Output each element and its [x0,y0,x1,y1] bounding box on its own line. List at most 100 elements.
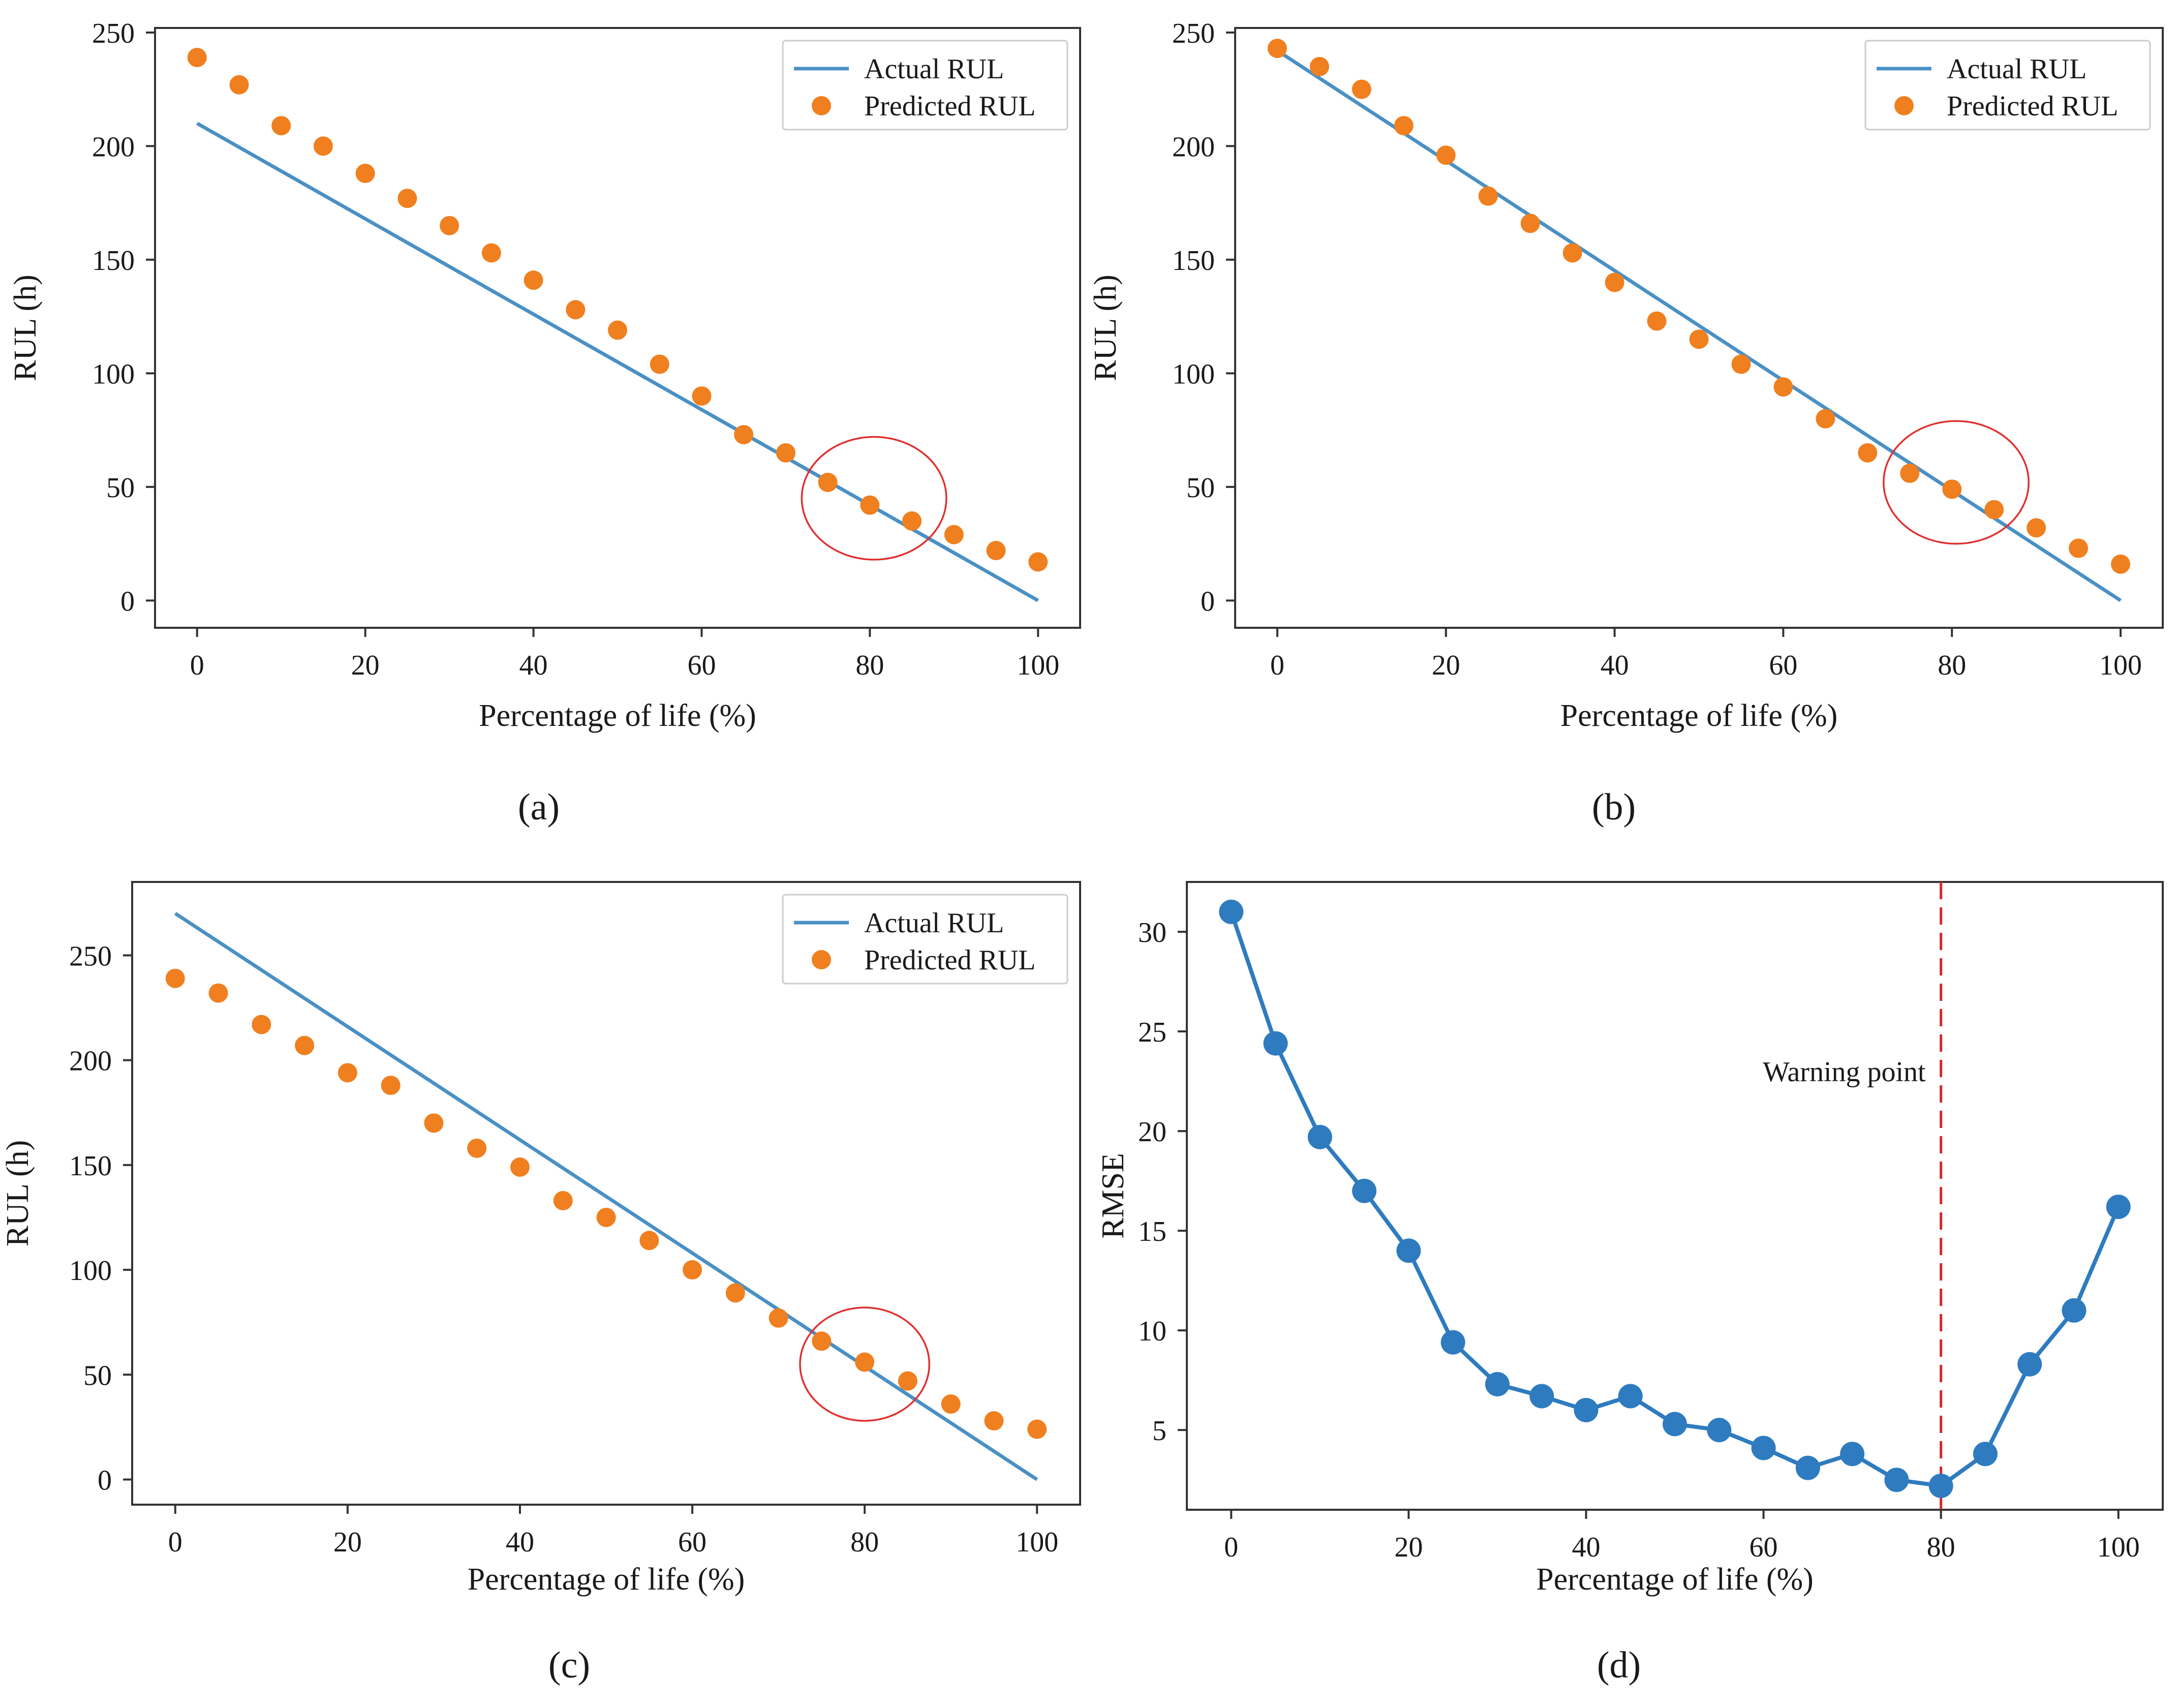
x-axis-label: Percentage of life (%) [1536,1562,1814,1597]
predicted-rul-point [2111,554,2131,574]
highlight-ellipse [801,436,947,561]
chart-panel-c: 0 20 40 60 80 100 0 50 100 150 200 250 Percentage of… [1,881,1081,1686]
rmse-point [1663,1412,1687,1437]
rmse-point [1884,1468,1909,1492]
rmse-point [1707,1418,1732,1443]
predicted-rul-point [1352,79,1371,99]
x-tick-label: 100 [1016,1527,1058,1558]
y-tick-label: 150 [92,245,135,277]
legend-label-predicted: Predicted RUL [1947,90,2118,122]
y-tick-label: 200 [1172,131,1215,163]
rmse-point [1352,1178,1377,1203]
predicted-rul-point [440,216,459,235]
predicted-rul-point [596,1207,616,1227]
y-tick-label: 200 [92,131,135,163]
predicted-rul-point [1562,243,1582,263]
predicted-rul-point [481,243,501,263]
y-tick-label: 100 [1172,358,1215,390]
predicted-rul-point [553,1191,573,1210]
predicted-rul-point [1267,39,1287,58]
predicted-rul-point [1816,409,1835,429]
predicted-rul-point [860,495,880,515]
predicted-rul-point [187,48,207,68]
predicted-rul-point [1773,377,1793,397]
predicted-rul-point [769,1308,788,1328]
y-tick-label: 200 [69,1046,112,1077]
x-tick-label: 100 [1017,650,1059,681]
y-tick-label: 0 [98,1465,112,1497]
predicted-rul-point [1858,443,1878,463]
predicted-rul-point [1984,500,2004,520]
predicted-rul-point [381,1076,401,1095]
predicted-rul-point [397,189,417,208]
predicted-rul-point [776,443,795,463]
predicted-rul-point [355,164,375,184]
x-tick-label: 60 [687,650,716,681]
predicted-rul-point [1478,186,1498,206]
highlight-ellipse [799,1306,931,1422]
chart-panel-a: 0 20 40 60 80 100 0 50 100 150 200 250 Percentage of… [8,18,1081,828]
predicted-rul-point [984,1411,1004,1431]
x-tick-label: 40 [1601,650,1629,681]
predicted-rul-point [208,983,228,1003]
legend-dot-swatch [812,96,831,115]
y-tick-label: 50 [1186,472,1215,504]
rmse-point [1973,1442,1998,1467]
rmse-point [1219,899,1244,924]
predicted-rul-point [725,1283,745,1303]
predicted-rul-point [229,75,249,95]
predicted-rul-point [424,1113,444,1133]
y-tick-label: 20 [1138,1116,1167,1148]
x-tick-label: 60 [678,1527,707,1558]
actual-rul-line [196,121,1039,602]
predicted-rul-point [941,1394,961,1414]
predicted-rul-point [650,354,669,374]
x-axis-label: Percentage of life (%) [1560,698,1838,733]
x-tick-label: 80 [855,650,884,681]
rmse-point [2106,1195,2131,1219]
predicted-rul-point [734,425,754,445]
panel-caption: (a) [518,786,560,828]
legend-box [782,40,1068,131]
predicted-rul-point [2069,538,2089,558]
predicted-rul-point [818,472,838,492]
y-tick-label: 250 [1172,18,1215,49]
x-tick-label: 60 [1769,650,1797,681]
rmse-point [1263,1031,1288,1056]
x-axis-label: Percentage of life (%) [479,698,756,733]
predicted-rul-point [1605,272,1624,292]
y-axis-label: RMSE [1096,1153,1130,1239]
x-tick-label: 20 [1432,650,1460,681]
rmse-point [1618,1384,1643,1409]
x-tick-label: 40 [1572,1532,1600,1563]
y-axis-label: RUL (h) [1088,274,1123,381]
predicted-rul-point [986,541,1006,561]
y-tick-label: 150 [69,1150,112,1182]
predicted-rul-point [271,116,291,136]
legend-dot-swatch [1894,96,1914,115]
predicted-rul-point [812,1331,832,1351]
predicted-rul-point [1900,464,1920,483]
x-tick-label: 40 [519,650,548,681]
y-tick-label: 250 [92,18,135,49]
chart-panel-b: 0 20 40 60 80 100 0 50 100 150 200 250 Percentage of… [1088,18,2164,828]
actual-rul-line [1276,49,2122,602]
rmse-point [1928,1473,1953,1498]
x-tick-label: 20 [1394,1532,1423,1563]
x-tick-label: 80 [1927,1532,1955,1563]
x-tick-label: 20 [333,1527,362,1558]
predicted-rul-point [1731,354,1751,374]
predicted-rul-point [1309,56,1329,76]
predicted-rul-point [252,1015,271,1034]
predicted-rul-point [295,1035,315,1055]
predicted-rul-point [524,270,543,290]
rmse-point [1485,1372,1510,1396]
predicted-rul-point [692,386,712,406]
rmse-point [1396,1238,1421,1263]
predicted-rul-point [2027,518,2046,538]
predicted-rul-point [683,1260,702,1280]
rmse-point [1840,1442,1865,1467]
predicted-rul-point [902,511,922,531]
predicted-rul-point [338,1063,357,1083]
